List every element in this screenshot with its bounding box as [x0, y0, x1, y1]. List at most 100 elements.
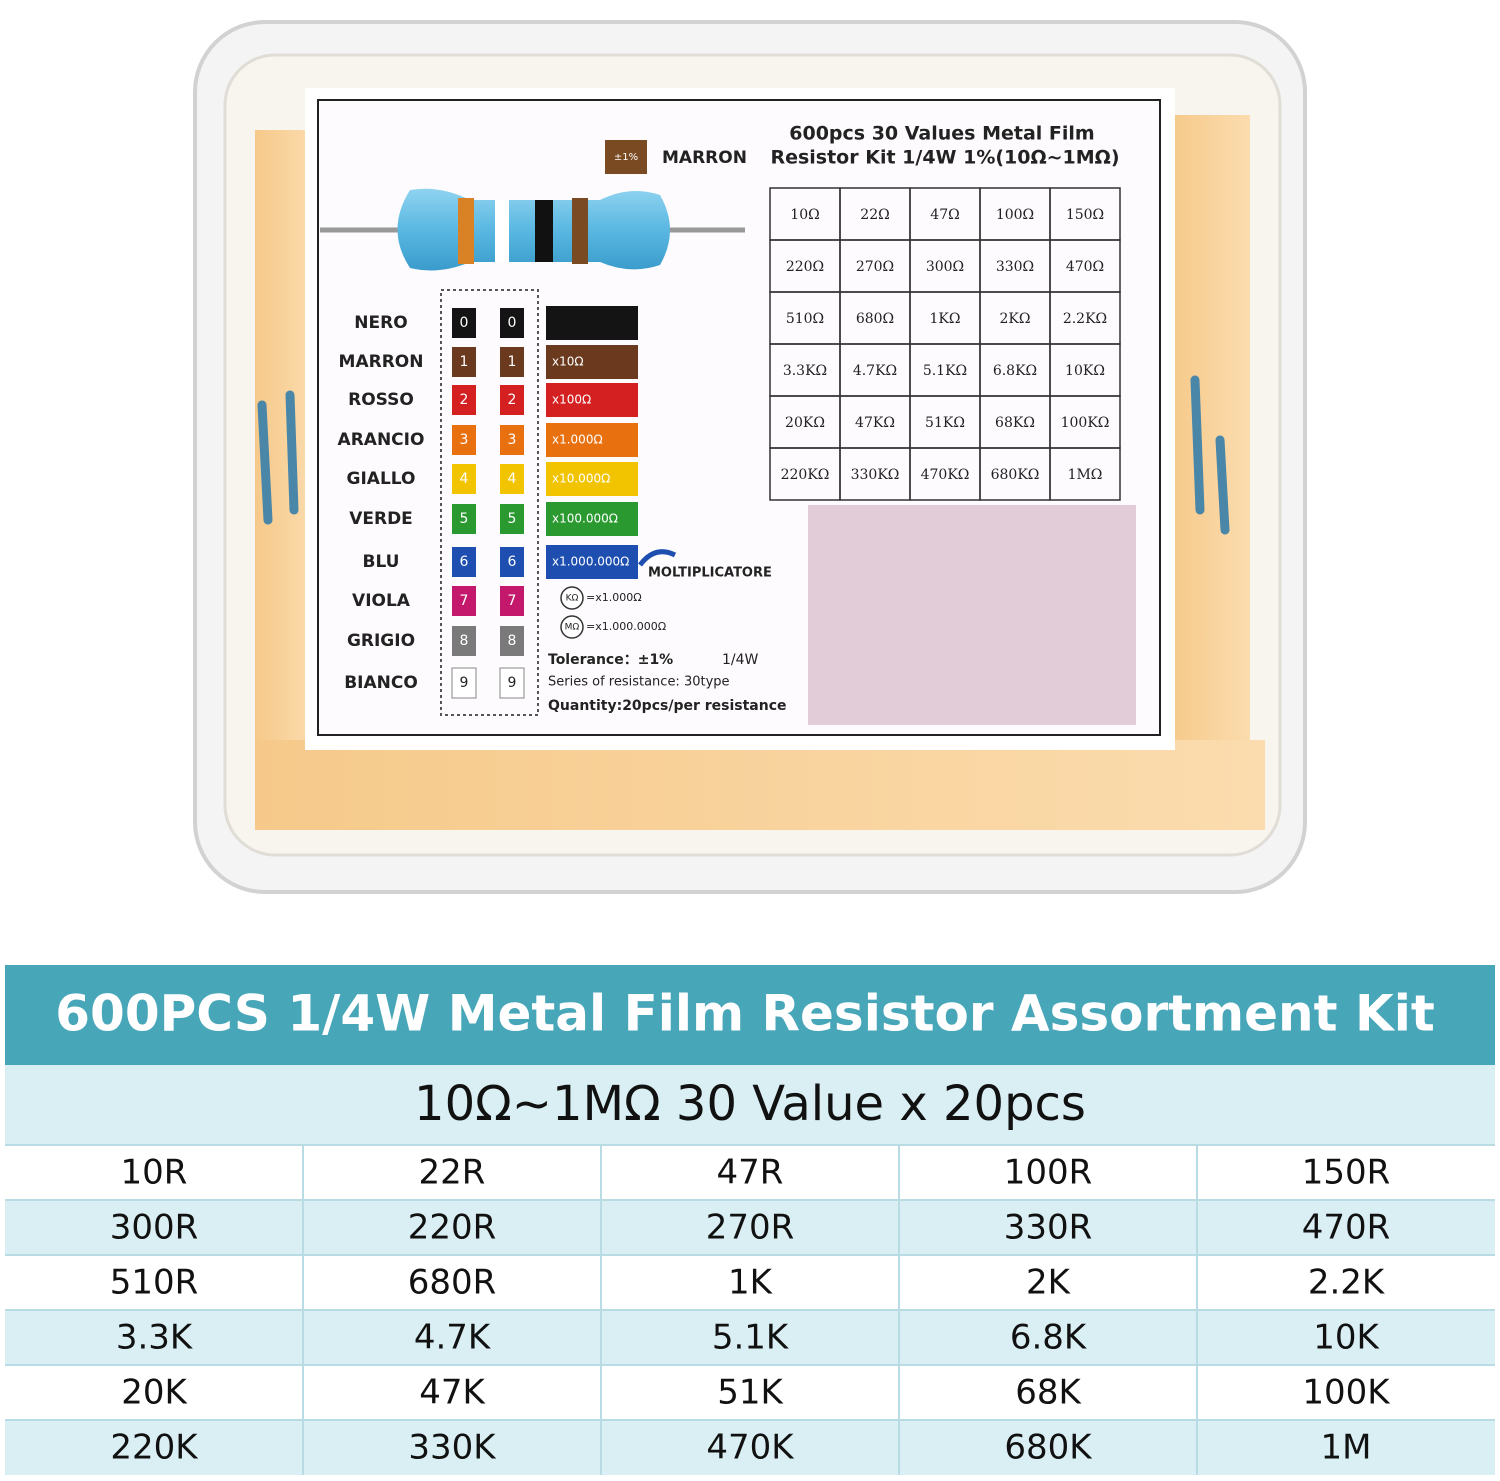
value-text: 51KΩ [925, 415, 965, 431]
color-name: BLU [363, 552, 400, 572]
color-name: ROSSO [348, 390, 414, 410]
value-text: 150Ω [1066, 207, 1104, 223]
label-content: NERO 0 0 MARRON 1 1 x10Ω ROSSO 2 2 x100Ω ARANCIO 3 3 x… [338, 187, 1121, 714]
band [535, 200, 553, 262]
table-cell: 10R [121, 1153, 188, 1193]
value-text: 1MΩ [1068, 467, 1103, 483]
digit-box [452, 385, 476, 415]
unit-badge [560, 615, 584, 639]
table-cell: 220R [408, 1208, 497, 1248]
value-text: 6.8KΩ [993, 363, 1037, 379]
digit: 8 [508, 633, 517, 649]
digit: 4 [508, 471, 517, 487]
multiplier: x100.000Ω [552, 512, 618, 526]
table-cell: 68K [1015, 1373, 1082, 1413]
value-text: 4.7KΩ [853, 363, 897, 379]
table-cell: 150R [1302, 1153, 1391, 1193]
table-cell: 2K [1026, 1263, 1072, 1303]
digit-box [452, 425, 476, 455]
value-text: 220Ω [786, 259, 824, 275]
unit-meaning: =x1.000.000Ω [586, 620, 666, 633]
table-cell: 2.2K [1308, 1263, 1386, 1303]
table-cell: 470K [706, 1428, 795, 1468]
color-name: VIOLA [352, 591, 411, 611]
digit: 1 [460, 354, 469, 370]
tolerance-name: MARRON [662, 148, 747, 168]
digit: 7 [508, 593, 517, 609]
digit-box [452, 347, 476, 377]
resistors [257, 375, 1230, 535]
digit-box [500, 308, 524, 338]
multiplier: x100Ω [552, 393, 591, 407]
digit: 3 [508, 432, 517, 448]
strip [1170, 115, 1250, 815]
strip [255, 740, 1265, 830]
digit: 5 [460, 511, 469, 527]
digit: 4 [460, 471, 469, 487]
digit: 8 [460, 633, 469, 649]
digit-box [500, 385, 524, 415]
table-cell: 51K [717, 1373, 784, 1413]
table-cell: 3.3K [116, 1318, 194, 1358]
color-name: ARANCIO [338, 430, 425, 450]
table-cell: 680R [408, 1263, 497, 1303]
value-text: 10KΩ [1065, 363, 1105, 379]
value-text: 22Ω [860, 207, 889, 223]
value-text: 270Ω [856, 259, 894, 275]
digit-box [500, 425, 524, 455]
table-cell: 680K [1004, 1428, 1093, 1468]
value-text: 470Ω [1066, 259, 1104, 275]
digit-box [500, 586, 524, 616]
color-name: VERDE [349, 509, 413, 529]
kit-title: 600pcs 30 Values Metal Film [789, 123, 1094, 145]
color-name: MARRON [339, 352, 424, 372]
digit: 7 [460, 593, 469, 609]
unit-symbol: KΩ [566, 594, 579, 604]
table-title: 600PCS 1/4W Metal Film Resistor Assortme… [55, 985, 1434, 1043]
value-text: 1KΩ [930, 311, 961, 327]
value-text: 20KΩ [785, 415, 825, 431]
digit-box [452, 586, 476, 616]
table-row [5, 1200, 1495, 1255]
digit-box [452, 547, 476, 577]
digit: 1 [508, 354, 517, 370]
table-row [5, 1145, 1495, 1200]
digit-box [500, 504, 524, 534]
table-cell: 510R [110, 1263, 199, 1303]
multiplier-bar [546, 502, 638, 536]
multiplier: x10Ω [552, 355, 584, 369]
table-cell: 47R [717, 1153, 784, 1193]
unit-symbol: MΩ [565, 623, 580, 633]
value-text: 300Ω [926, 259, 964, 275]
digit-box [500, 464, 524, 494]
table-header [5, 965, 1495, 1065]
table-cell: 300R [110, 1208, 199, 1248]
arrow [638, 549, 677, 567]
band [458, 198, 474, 264]
value-text: 3.3KΩ [783, 363, 827, 379]
table-cell: 330R [1004, 1208, 1093, 1248]
table-cell: 330K [408, 1428, 497, 1468]
table-cell: 220K [110, 1428, 199, 1468]
value-text: 330KΩ [851, 467, 900, 483]
digit: 2 [508, 392, 517, 408]
digit-box [500, 347, 524, 377]
digit-box [500, 626, 524, 656]
value-cell [1049, 447, 1121, 501]
table-cell: 5.1K [712, 1318, 790, 1358]
value-text: 220KΩ [781, 467, 830, 483]
multiplier-bar [546, 306, 638, 340]
digit: 0 [508, 315, 517, 331]
value-text: 510Ω [786, 311, 824, 327]
table-cell: 1M [1321, 1428, 1372, 1468]
digit-box [452, 308, 476, 338]
table-cell: 4.7K [414, 1318, 492, 1358]
digit-box [499, 667, 525, 699]
table-cell: 470R [1302, 1208, 1391, 1248]
digit-box [452, 504, 476, 534]
multiplier-bar [546, 423, 638, 457]
digit: 9 [508, 675, 517, 691]
digit: 6 [460, 554, 469, 570]
value-text: 470KΩ [921, 467, 970, 483]
